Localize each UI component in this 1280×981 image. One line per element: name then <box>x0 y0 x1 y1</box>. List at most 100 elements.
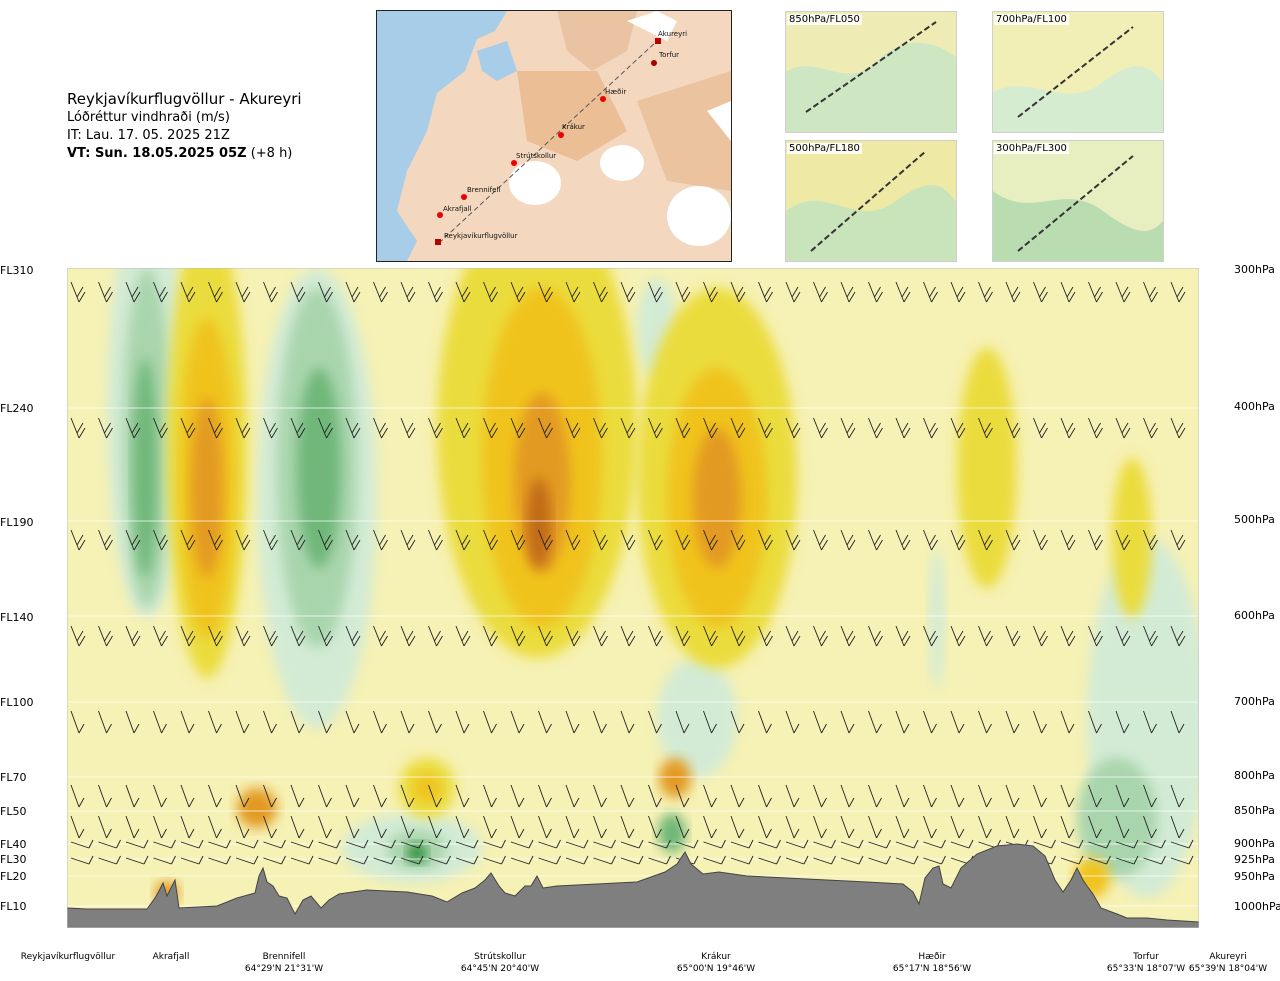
wind-barb <box>70 529 86 551</box>
wind-barb <box>703 625 718 647</box>
hpa-label: 600hPa <box>1234 609 1275 622</box>
wind-barb <box>235 417 251 439</box>
station-haedir: Hæðir 65°17'N 18°56'W <box>893 951 971 975</box>
wind-barb <box>1033 281 1048 303</box>
thumbnail-500hpa[interactable]: 500hPa/FL180 <box>785 140 957 262</box>
wind-barb <box>675 784 690 808</box>
wind-barb <box>978 710 992 734</box>
wind-barb <box>1088 417 1103 439</box>
wind-barb <box>785 417 801 439</box>
wind-barb <box>785 855 809 865</box>
wind-barb <box>593 815 607 839</box>
wind-barb <box>620 784 635 808</box>
wind-barb <box>648 710 662 734</box>
wind-barb <box>180 281 196 303</box>
wind-barb <box>868 839 891 849</box>
thumbnail-700hpa[interactable]: 700hPa/FL100 <box>992 11 1164 133</box>
thumbnail-850-svg <box>786 12 956 132</box>
wind-barb <box>758 281 773 303</box>
wind-barb <box>1005 417 1021 439</box>
wind-barb <box>98 855 121 865</box>
wind-barb <box>813 417 828 439</box>
wind-barb <box>868 815 882 839</box>
wind-barb <box>565 815 580 839</box>
wind-barb <box>125 784 140 808</box>
wind-barb <box>840 710 855 734</box>
wind-barb <box>98 839 121 849</box>
wind-barb <box>703 839 726 849</box>
wind-barb <box>455 815 470 839</box>
fl-label: FL10 <box>0 900 27 913</box>
wind-barb <box>428 281 443 303</box>
cross-section-svg <box>66 267 1200 929</box>
wind-barb <box>400 710 415 734</box>
wind-barb <box>180 625 196 647</box>
wind-barb <box>1060 710 1075 734</box>
wind-barb <box>400 855 424 865</box>
wind-barb <box>1033 839 1056 849</box>
station-akureyri: Akureyri 65°39'N 18°04'W <box>1189 951 1267 975</box>
wind-barb <box>813 625 828 647</box>
wind-barb <box>703 710 717 734</box>
wind-barb <box>373 417 388 439</box>
wind-barb <box>758 625 773 647</box>
map-marker-krakur <box>558 132 564 138</box>
downdraft-region <box>407 843 427 863</box>
wind-barb <box>70 784 85 808</box>
wind-barb <box>1060 625 1076 647</box>
wind-barb <box>620 815 635 839</box>
fl-label: FL30 <box>0 853 27 866</box>
wind-barb <box>1033 815 1047 839</box>
station-krakur: Krákur 65°00'N 19°46'W <box>677 951 755 975</box>
wind-barb <box>125 815 140 839</box>
map-marker-haedir <box>600 96 606 102</box>
map-label-haedir: Hæðir <box>605 88 626 96</box>
wind-barb <box>510 855 534 865</box>
wind-barb <box>208 839 231 849</box>
wind-barb <box>98 625 113 647</box>
wind-barb <box>868 855 891 865</box>
wind-barb <box>1170 417 1186 439</box>
wind-barb <box>510 281 526 303</box>
wind-barb <box>483 815 497 839</box>
valid-time: VT: Sun. 18.05.2025 05Z (+8 h) <box>67 145 367 163</box>
downdraft-region <box>657 658 737 778</box>
wind-barb <box>923 815 937 839</box>
wind-barb <box>208 625 223 647</box>
wind-barb <box>538 417 553 439</box>
wind-barb <box>1088 784 1102 808</box>
thumbnail-300-label: 300hPa/FL300 <box>994 143 1069 154</box>
wind-barb <box>400 815 415 839</box>
wind-barb <box>208 417 223 439</box>
wind-barb <box>538 529 553 551</box>
wind-barb <box>483 839 506 849</box>
fl-label: FL190 <box>0 516 34 529</box>
wind-barb <box>923 625 938 647</box>
map-marker-rvk <box>435 239 441 245</box>
station-coord: 65°00'N 19°46'W <box>676 964 756 974</box>
wind-barb <box>70 710 85 734</box>
wind-barb <box>730 710 745 734</box>
wind-barb <box>785 625 801 647</box>
hpa-label: 950hPa <box>1234 870 1275 883</box>
wind-barb <box>593 839 616 849</box>
wind-barb <box>180 784 195 808</box>
wind-barb <box>483 710 497 734</box>
wind-barb <box>455 281 471 303</box>
station-name: Torfur <box>1133 952 1159 962</box>
wind-barb <box>648 839 671 849</box>
wind-barb <box>758 815 772 839</box>
thumbnail-850hpa[interactable]: 850hPa/FL050 <box>785 11 957 133</box>
wind-barb <box>840 815 855 839</box>
wind-barb <box>290 815 305 839</box>
wind-barb <box>510 625 526 647</box>
station-coord: 65°39'N 18°04'W <box>1188 964 1268 974</box>
thumbnail-300hpa[interactable]: 300hPa/FL300 <box>992 140 1164 262</box>
wind-barb <box>785 281 801 303</box>
wind-barb <box>345 417 361 439</box>
wind-barb <box>895 784 910 808</box>
wind-barb <box>1005 710 1020 734</box>
wind-barb <box>70 839 94 849</box>
wind-barb <box>428 815 442 839</box>
wind-barb <box>1033 710 1047 734</box>
